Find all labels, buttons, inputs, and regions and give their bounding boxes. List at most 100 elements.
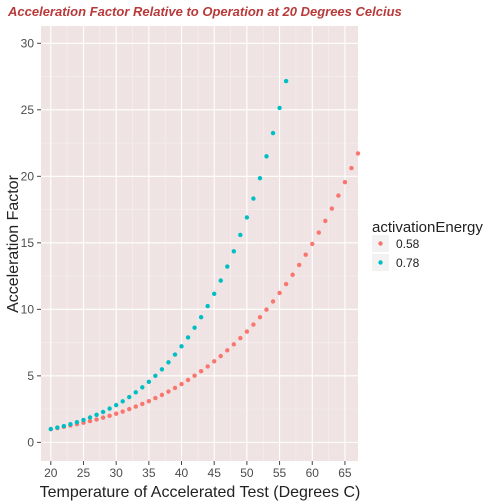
data-point	[205, 364, 210, 369]
data-point	[133, 390, 138, 395]
x-axis-title: Temperature of Accelerated Test (Degrees…	[40, 484, 361, 501]
data-point	[192, 373, 197, 378]
legend-key-0.78	[378, 260, 383, 265]
x-tick-label: 40	[175, 466, 189, 480]
x-tick-label: 65	[338, 466, 352, 480]
data-point	[94, 412, 99, 418]
data-point	[283, 281, 289, 287]
data-point	[48, 426, 54, 432]
data-point	[251, 196, 256, 201]
data-point	[179, 344, 184, 349]
y-tick-label: 15	[21, 236, 35, 250]
legend: activationEnergy 0.58 0.78	[372, 219, 483, 271]
data-point	[146, 398, 152, 404]
y-axis-title: Acceleration Factor	[5, 174, 22, 313]
y-tick-label: 5	[27, 369, 34, 383]
data-point	[290, 272, 295, 277]
x-tick-label: 50	[240, 466, 254, 480]
data-point	[231, 249, 237, 254]
data-point	[68, 421, 73, 427]
data-point	[316, 230, 321, 235]
minor-grid	[41, 26, 358, 461]
x-tick-label: 25	[77, 466, 91, 480]
data-point	[270, 299, 276, 304]
legend-label-0.58: 0.58	[396, 237, 420, 251]
data-point	[185, 335, 191, 340]
data-point	[198, 369, 204, 374]
data-point	[218, 353, 223, 359]
data-point	[283, 78, 289, 84]
data-point	[277, 105, 282, 111]
data-point	[323, 218, 328, 224]
data-point	[179, 381, 184, 387]
data-point	[159, 367, 165, 372]
data-point	[225, 264, 230, 269]
y-axis-ticks: 0 5 10 15 20 25 30	[21, 36, 41, 449]
x-tick-label: 55	[273, 466, 287, 480]
legend-title: activationEnergy	[372, 219, 483, 236]
data-point	[231, 342, 237, 347]
x-tick-label: 45	[208, 466, 222, 480]
x-tick-label: 20	[44, 466, 58, 480]
y-tick-label: 10	[21, 302, 35, 316]
data-point	[87, 418, 93, 424]
data-point	[238, 232, 243, 238]
data-point	[172, 352, 178, 357]
chart-title: Acceleration Factor Relative to Operatio…	[7, 4, 402, 19]
y-tick-label: 25	[21, 103, 35, 117]
data-point	[61, 423, 67, 429]
data-point	[166, 360, 171, 365]
data-point	[100, 409, 106, 415]
data-point	[127, 394, 132, 400]
data-points	[48, 78, 361, 432]
data-point	[257, 314, 263, 320]
data-point	[212, 291, 217, 296]
x-tick-label: 30	[109, 466, 123, 480]
y-tick-label: 0	[27, 435, 34, 449]
data-point	[205, 303, 210, 309]
data-point	[113, 402, 119, 408]
data-point	[107, 406, 112, 411]
data-point	[329, 206, 335, 211]
data-point	[113, 411, 119, 416]
data-point	[212, 359, 217, 364]
data-point	[153, 373, 158, 379]
data-point	[270, 130, 276, 136]
legend-label-0.78: 0.78	[396, 256, 420, 270]
data-point	[140, 385, 145, 390]
data-point	[159, 392, 165, 398]
data-point	[342, 179, 348, 185]
legend-key-0.58	[378, 241, 383, 246]
data-point	[127, 406, 132, 412]
series-0.78	[48, 78, 289, 432]
data-point	[264, 307, 269, 312]
data-point	[310, 241, 315, 247]
data-point	[257, 175, 263, 181]
data-point	[153, 395, 158, 401]
y-tick-label: 20	[21, 169, 35, 183]
data-point	[277, 290, 282, 296]
data-point	[355, 151, 361, 156]
data-point	[81, 417, 86, 423]
data-point	[349, 165, 354, 171]
data-point	[55, 425, 60, 430]
data-point	[120, 399, 125, 404]
data-point	[100, 415, 106, 420]
data-point	[244, 329, 250, 334]
data-point	[218, 278, 223, 283]
data-point	[264, 154, 269, 159]
x-tick-label: 60	[306, 466, 320, 480]
data-point	[87, 415, 93, 420]
data-point	[303, 252, 308, 257]
data-point	[172, 385, 178, 391]
data-point	[336, 193, 341, 198]
major-grid	[41, 26, 358, 461]
data-point	[225, 348, 230, 353]
data-point	[146, 379, 152, 385]
data-point	[251, 322, 256, 327]
legend-keys: 0.58 0.78	[372, 235, 420, 271]
data-point	[296, 262, 302, 268]
data-point	[120, 409, 125, 414]
data-point	[74, 419, 80, 425]
x-tick-label: 35	[142, 466, 156, 480]
